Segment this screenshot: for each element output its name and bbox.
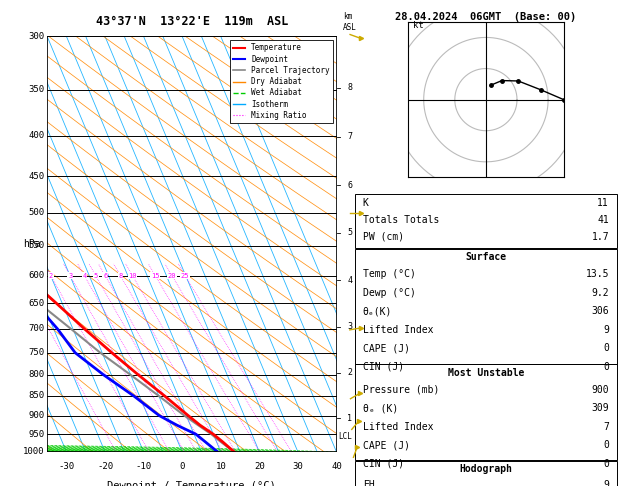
Text: 20: 20 xyxy=(168,273,176,278)
Text: 5: 5 xyxy=(347,228,352,237)
Bar xyxy=(47,36,337,452)
Text: 30: 30 xyxy=(292,462,303,471)
Text: 8: 8 xyxy=(347,83,352,92)
Bar xyxy=(355,461,617,486)
Text: 950: 950 xyxy=(28,430,44,439)
Text: 550: 550 xyxy=(28,241,44,250)
Text: θₑ(K): θₑ(K) xyxy=(363,306,392,316)
Text: 0: 0 xyxy=(603,362,609,372)
Text: 40: 40 xyxy=(331,462,342,471)
Text: 500: 500 xyxy=(28,208,44,217)
Text: 309: 309 xyxy=(591,403,609,414)
Text: 850: 850 xyxy=(28,391,44,400)
Text: Most Unstable: Most Unstable xyxy=(448,368,524,378)
Text: 0: 0 xyxy=(603,440,609,451)
Text: 9: 9 xyxy=(603,480,609,486)
Text: CIN (J): CIN (J) xyxy=(363,362,404,372)
Text: 1: 1 xyxy=(347,414,352,423)
Text: 4: 4 xyxy=(82,273,87,278)
Text: 10: 10 xyxy=(215,462,226,471)
Text: Surface: Surface xyxy=(465,252,506,262)
Text: K: K xyxy=(363,198,369,208)
Text: 7: 7 xyxy=(347,132,352,141)
Text: 11: 11 xyxy=(598,198,609,208)
Text: 0: 0 xyxy=(603,343,609,353)
Text: 20: 20 xyxy=(254,462,265,471)
Text: 900: 900 xyxy=(591,385,609,395)
Text: km
ASL: km ASL xyxy=(343,12,357,32)
Text: -10: -10 xyxy=(136,462,152,471)
Text: -20: -20 xyxy=(97,462,113,471)
Text: 13.5: 13.5 xyxy=(586,269,609,279)
Text: 41: 41 xyxy=(598,215,609,225)
Text: θₑ (K): θₑ (K) xyxy=(363,403,398,414)
Text: 9: 9 xyxy=(603,325,609,335)
Text: 10: 10 xyxy=(128,273,136,278)
Bar xyxy=(355,249,617,364)
Text: 900: 900 xyxy=(28,411,44,420)
Text: 7: 7 xyxy=(603,422,609,432)
Text: 8: 8 xyxy=(118,273,123,278)
Text: 300: 300 xyxy=(28,32,44,41)
Text: Pressure (mb): Pressure (mb) xyxy=(363,385,439,395)
Text: 25: 25 xyxy=(181,273,189,278)
Text: EH: EH xyxy=(363,480,374,486)
Text: 4: 4 xyxy=(347,276,352,285)
Text: 306: 306 xyxy=(591,306,609,316)
Text: -30: -30 xyxy=(58,462,74,471)
Text: Temp (°C): Temp (°C) xyxy=(363,269,416,279)
Text: Hodograph: Hodograph xyxy=(459,464,513,474)
Text: 2: 2 xyxy=(347,368,352,377)
Text: 0: 0 xyxy=(603,459,609,469)
Text: CAPE (J): CAPE (J) xyxy=(363,343,409,353)
Text: hPa: hPa xyxy=(23,239,41,249)
Text: 1.7: 1.7 xyxy=(591,232,609,242)
Text: 0: 0 xyxy=(179,462,185,471)
Text: CAPE (J): CAPE (J) xyxy=(363,440,409,451)
Text: 5: 5 xyxy=(94,273,98,278)
Text: 9.2: 9.2 xyxy=(591,288,609,298)
Text: 650: 650 xyxy=(28,299,44,308)
Text: 43°37'N  13°22'E  119m  ASL: 43°37'N 13°22'E 119m ASL xyxy=(96,15,288,28)
Text: Dewp (°C): Dewp (°C) xyxy=(363,288,416,298)
Text: 800: 800 xyxy=(28,370,44,380)
Text: 28.04.2024  06GMT  (Base: 00): 28.04.2024 06GMT (Base: 00) xyxy=(395,12,577,22)
Text: 6: 6 xyxy=(103,273,108,278)
Bar xyxy=(355,364,617,460)
Text: 3: 3 xyxy=(347,322,352,331)
Legend: Temperature, Dewpoint, Parcel Trajectory, Dry Adiabat, Wet Adiabat, Isotherm, Mi: Temperature, Dewpoint, Parcel Trajectory… xyxy=(230,40,333,123)
Text: 750: 750 xyxy=(28,348,44,357)
Bar xyxy=(355,194,617,248)
Text: LCL: LCL xyxy=(338,432,352,441)
Text: kt: kt xyxy=(413,21,423,30)
Text: 6: 6 xyxy=(347,181,352,190)
Text: Totals Totals: Totals Totals xyxy=(363,215,439,225)
Text: 450: 450 xyxy=(28,172,44,181)
Text: Lifted Index: Lifted Index xyxy=(363,325,433,335)
Text: PW (cm): PW (cm) xyxy=(363,232,404,242)
Text: 3: 3 xyxy=(68,273,72,278)
Text: 400: 400 xyxy=(28,131,44,140)
Text: 1000: 1000 xyxy=(23,448,44,456)
Text: Dewpoint / Temperature (°C): Dewpoint / Temperature (°C) xyxy=(108,481,276,486)
Text: Lifted Index: Lifted Index xyxy=(363,422,433,432)
Text: CIN (J): CIN (J) xyxy=(363,459,404,469)
Text: 2: 2 xyxy=(48,273,53,278)
Text: 600: 600 xyxy=(28,271,44,280)
Text: 15: 15 xyxy=(151,273,160,278)
Text: 700: 700 xyxy=(28,324,44,333)
Text: 350: 350 xyxy=(28,85,44,94)
